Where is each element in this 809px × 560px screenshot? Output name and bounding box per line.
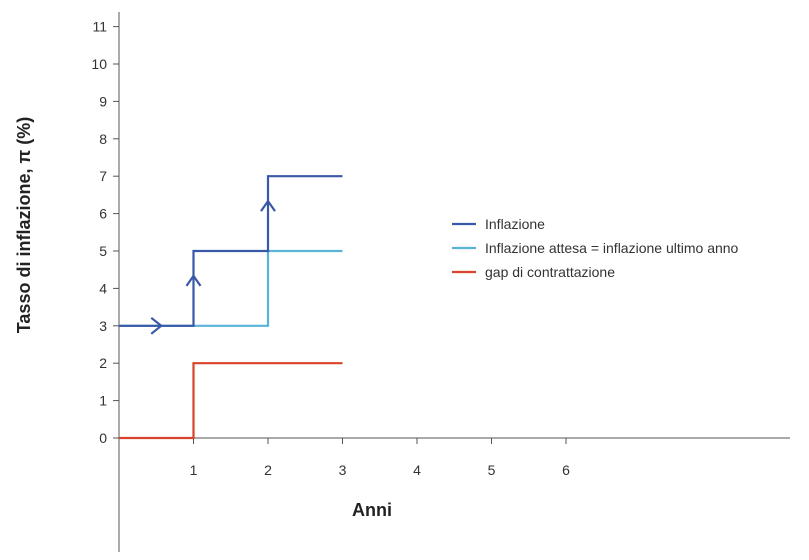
y-tick-label: 1 [99, 393, 107, 409]
legend-label: Inflazione attesa = inflazione ultimo an… [485, 240, 739, 256]
x-tick-label: 4 [413, 462, 421, 478]
arrow-marker [185, 274, 202, 287]
y-tick-label: 9 [99, 93, 107, 109]
y-tick-label: 10 [91, 56, 107, 72]
legend-label: gap di contrattazione [485, 264, 615, 280]
y-tick-label: 8 [99, 131, 107, 147]
x-axis-ticks: 1 2 3 4 5 6 [190, 438, 570, 478]
series-line-2 [119, 249, 343, 327]
legend: Inflazione Inflazione attesa = inflazione… [452, 216, 739, 280]
y-tick-label: 5 [99, 243, 107, 259]
y-tick-label: 2 [99, 355, 107, 371]
y-axis-title: Tasso di inflazione, π (%) [14, 117, 34, 333]
x-axis-title: Anni [352, 500, 392, 520]
x-tick-label: 5 [488, 462, 496, 478]
x-tick-label: 3 [339, 462, 347, 478]
series-layer [119, 175, 343, 440]
y-tick-label: 6 [99, 206, 107, 222]
y-tick-label: 7 [99, 168, 107, 184]
x-tick-label: 2 [264, 462, 272, 478]
x-tick-label: 1 [190, 462, 198, 478]
series-line-1 [119, 175, 343, 327]
legend-label: Inflazione [485, 216, 545, 232]
y-tick-label: 4 [99, 280, 107, 296]
y-tick-label: 3 [99, 318, 107, 334]
axes [118, 12, 790, 552]
y-axis-ticks: 0 1 2 3 4 5 6 7 8 9 10 11 [91, 19, 119, 446]
series-line-3 [119, 362, 343, 440]
y-tick-label: 11 [92, 19, 107, 35]
x-tick-label: 6 [562, 462, 570, 478]
arrow-marker [150, 316, 164, 335]
arrow-marker [260, 199, 276, 212]
y-tick-label: 0 [99, 430, 107, 446]
